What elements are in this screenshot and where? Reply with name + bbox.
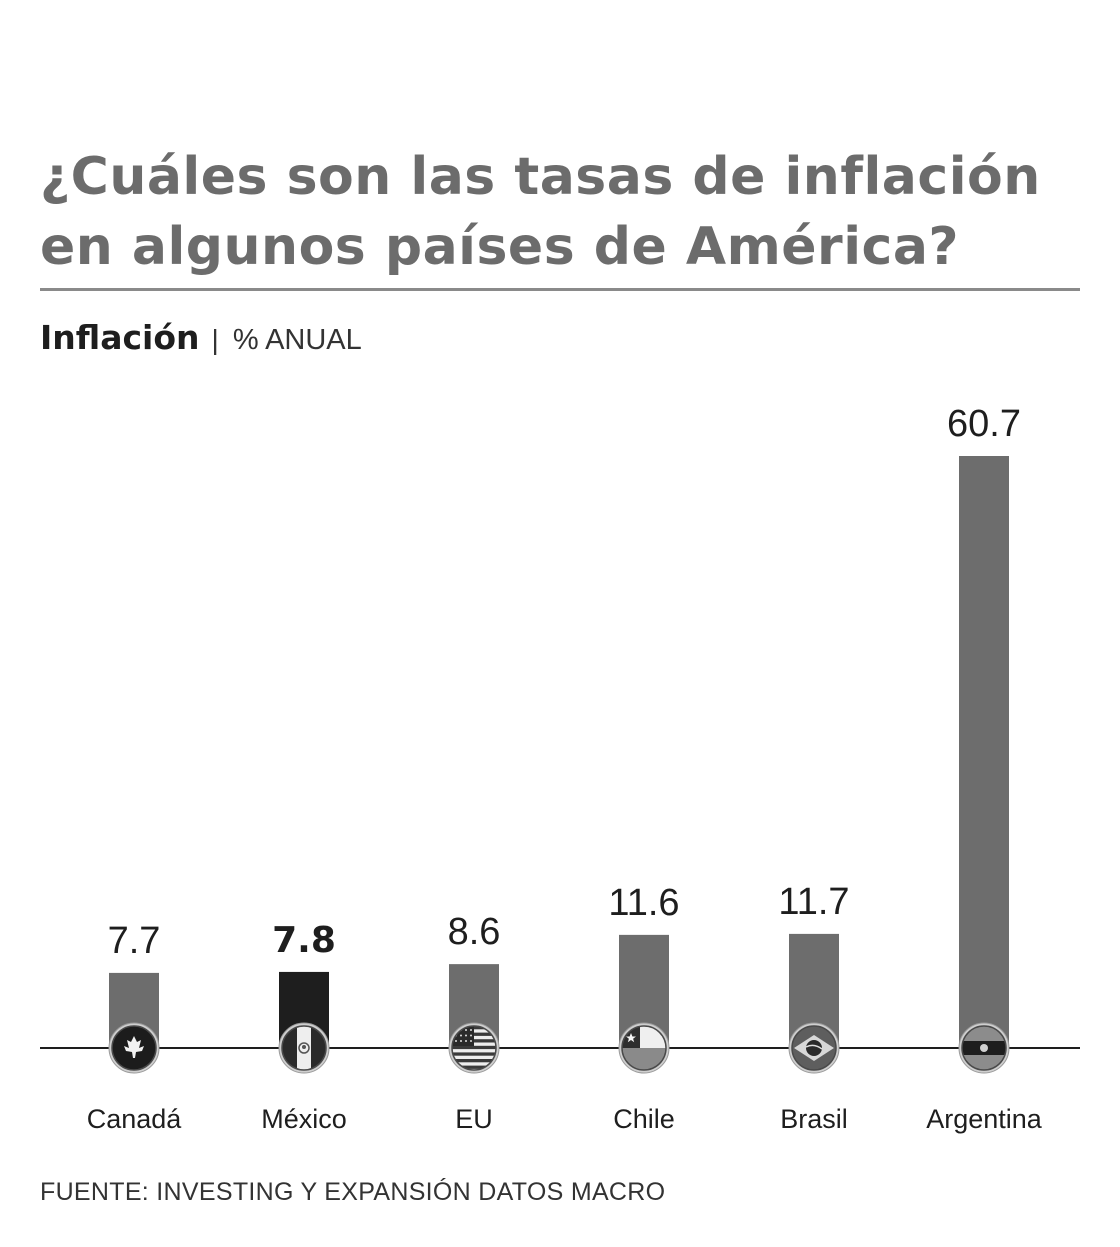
subtitle-unit: % ANUAL [232,324,362,356]
chart-subtitle: Inflación | % ANUAL [40,318,362,358]
brazil-flag-icon [788,1022,840,1074]
value-label-argentina: 60.7 [947,403,1021,445]
value-label-mexico: 7.8 [272,920,336,961]
canada-flag-icon [108,1022,160,1074]
value-label-chile: 11.6 [608,882,679,924]
category-label-chile: Chile [613,1104,675,1134]
subtitle-label: Inflación [40,318,200,357]
argentina-flag-icon [958,1022,1010,1074]
value-label-eu: 8.6 [448,911,501,953]
chart-title: ¿Cuáles son las tasas de inflación en al… [40,142,1080,282]
bars-layer [109,456,1009,1048]
chart-title-line-2: en algunos países de América? [40,217,960,277]
chart-title-line-1: ¿Cuáles son las tasas de inflación [40,147,1041,207]
title-divider [40,288,1080,291]
category-label-argentina: Argentina [926,1104,1043,1134]
value-label-canada: 7.7 [108,920,161,962]
subtitle-separator: | [211,324,219,355]
category-label-mexico: México [261,1104,347,1134]
usa-flag-icon [448,1022,500,1074]
value-label-brasil: 11.7 [778,881,849,923]
category-label-eu: EU [455,1104,493,1134]
bar-argentina [959,456,1009,1048]
source-note: FUENTE: INVESTING Y EXPANSIÓN DATOS MACR… [40,1178,666,1206]
chile-flag-icon [618,1022,670,1074]
flags-layer [108,1022,1010,1074]
labels-layer: 7.7 Canadá 7.8 México 8.6 EU 11.6 Chile 11.7 Bras… [87,403,1043,1134]
category-label-brasil: Brasil [780,1104,848,1134]
mexico-flag-icon [278,1022,330,1074]
category-label-canada: Canadá [87,1104,183,1134]
